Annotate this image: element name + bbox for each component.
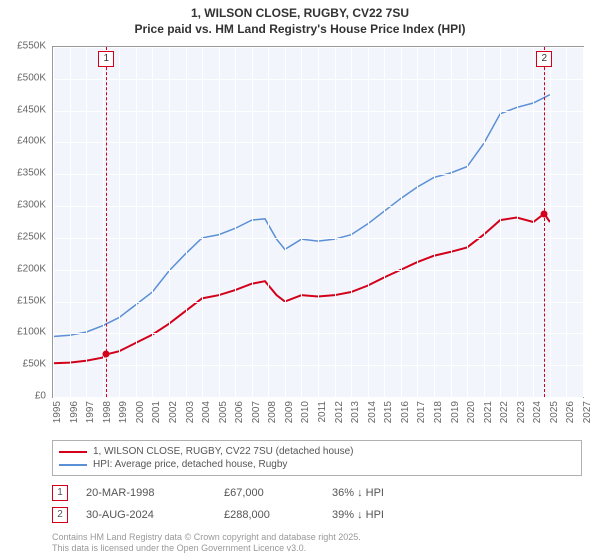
sale-date: 30-AUG-2024 (86, 509, 206, 521)
x-tick-label: 2027 (582, 401, 593, 423)
x-tick-label: 1998 (102, 401, 113, 423)
x-tick-label: 2002 (168, 401, 179, 423)
y-tick-label: £550K (17, 41, 46, 52)
y-tick-label: £100K (17, 327, 46, 338)
legend: 1, WILSON CLOSE, RUGBY, CV22 7SU (detach… (52, 440, 582, 476)
y-axis: £0£50K£100K£150K£200K£250K£300K£350K£400… (0, 46, 50, 396)
y-tick-label: £350K (17, 168, 46, 179)
y-tick-label: £200K (17, 263, 46, 274)
x-tick-label: 2014 (367, 401, 378, 423)
x-axis: 1995 1996 1997 1998 1999 2000 2001 2002 2003 2004… (52, 398, 582, 438)
chart-marker-box: 1 (98, 51, 114, 67)
x-tick-label: 2004 (201, 401, 212, 423)
x-tick-label: 2025 (549, 401, 560, 423)
x-tick-label: 2008 (267, 401, 278, 423)
x-tick-label: 2023 (516, 401, 527, 423)
x-tick-label: 2007 (251, 401, 262, 423)
legend-label: HPI: Average price, detached house, Rugb… (93, 459, 287, 470)
x-tick-label: 2026 (565, 401, 576, 423)
sale-pct: 39% ↓ HPI (332, 509, 432, 521)
sale-date: 20-MAR-1998 (86, 487, 206, 499)
sale-marker-box: 1 (52, 485, 68, 501)
sale-price: £288,000 (224, 509, 314, 521)
x-tick-label: 2020 (466, 401, 477, 423)
y-tick-label: £150K (17, 295, 46, 306)
sale-row: 2 30-AUG-2024 £288,000 39% ↓ HPI (52, 504, 582, 526)
sale-point (103, 351, 110, 358)
title-line2: Price paid vs. HM Land Registry's House … (0, 22, 600, 38)
x-tick-label: 1999 (118, 401, 129, 423)
chart-title: 1, WILSON CLOSE, RUGBY, CV22 7SU Price p… (0, 0, 600, 37)
y-tick-label: £50K (23, 359, 46, 370)
x-tick-label: 2013 (350, 401, 361, 423)
plot-area: 12 (52, 46, 584, 398)
legend-swatch (59, 464, 87, 466)
x-tick-label: 2021 (483, 401, 494, 423)
x-tick-label: 2009 (284, 401, 295, 423)
sale-point (541, 210, 548, 217)
sale-row: 1 20-MAR-1998 £67,000 36% ↓ HPI (52, 482, 582, 504)
sale-marker-box: 2 (52, 507, 68, 523)
y-tick-label: £500K (17, 72, 46, 83)
legend-item: HPI: Average price, detached house, Rugb… (59, 458, 575, 471)
y-tick-label: £450K (17, 104, 46, 115)
x-tick-label: 1997 (85, 401, 96, 423)
legend-swatch (59, 451, 87, 453)
y-tick-label: £250K (17, 231, 46, 242)
sales-table: 1 20-MAR-1998 £67,000 36% ↓ HPI 2 30-AUG… (52, 482, 582, 526)
x-tick-label: 2024 (532, 401, 543, 423)
y-tick-label: £300K (17, 200, 46, 211)
sale-pct: 36% ↓ HPI (332, 487, 432, 499)
x-tick-label: 2006 (234, 401, 245, 423)
x-tick-label: 2018 (433, 401, 444, 423)
x-tick-label: 2000 (135, 401, 146, 423)
footer-line1: Contains HM Land Registry data © Crown c… (52, 532, 582, 543)
footer-line2: This data is licensed under the Open Gov… (52, 543, 582, 554)
x-tick-label: 2019 (450, 401, 461, 423)
sale-price: £67,000 (224, 487, 314, 499)
x-tick-label: 1995 (52, 401, 63, 423)
legend-item: 1, WILSON CLOSE, RUGBY, CV22 7SU (detach… (59, 445, 575, 458)
x-tick-label: 2016 (400, 401, 411, 423)
x-tick-label: 2005 (218, 401, 229, 423)
x-tick-label: 2003 (185, 401, 196, 423)
y-tick-label: £400K (17, 136, 46, 147)
title-line1: 1, WILSON CLOSE, RUGBY, CV22 7SU (0, 6, 600, 22)
x-tick-label: 2017 (416, 401, 427, 423)
x-tick-label: 2010 (300, 401, 311, 423)
x-tick-label: 2001 (151, 401, 162, 423)
x-tick-label: 2015 (383, 401, 394, 423)
footer: Contains HM Land Registry data © Crown c… (52, 532, 582, 554)
x-tick-label: 1996 (69, 401, 80, 423)
x-tick-label: 2011 (317, 401, 328, 423)
chart-marker-box: 2 (536, 51, 552, 67)
x-tick-label: 2022 (499, 401, 510, 423)
y-tick-label: £0 (35, 391, 46, 402)
chart-container: 1, WILSON CLOSE, RUGBY, CV22 7SU Price p… (0, 0, 600, 560)
x-tick-label: 2012 (334, 401, 345, 423)
legend-label: 1, WILSON CLOSE, RUGBY, CV22 7SU (detach… (93, 446, 354, 457)
